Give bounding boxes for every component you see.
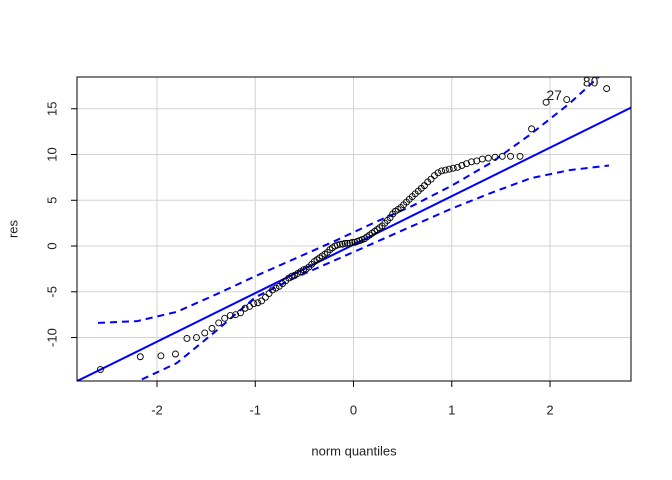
x-axis-label: norm quantiles	[311, 443, 397, 458]
point	[250, 300, 258, 308]
point	[498, 152, 506, 160]
point	[563, 96, 571, 104]
point	[438, 167, 446, 175]
x-tick-label: 1	[448, 402, 455, 417]
point	[463, 160, 470, 168]
point	[136, 353, 144, 361]
y-tick-label: 0	[44, 242, 59, 249]
point	[299, 266, 307, 274]
point	[458, 162, 466, 169]
point	[478, 155, 486, 163]
point	[427, 175, 435, 183]
point	[272, 284, 280, 292]
point	[208, 324, 216, 332]
point	[258, 297, 266, 305]
point	[215, 319, 223, 327]
point	[445, 165, 453, 173]
point	[542, 98, 550, 106]
point	[232, 311, 240, 319]
point	[237, 309, 244, 317]
point-label: 80	[583, 73, 599, 89]
point	[221, 314, 229, 322]
point	[269, 286, 276, 294]
point	[449, 164, 457, 172]
point	[265, 290, 273, 298]
point	[172, 350, 179, 358]
y-tick-label: 10	[44, 147, 59, 161]
y-tick-label: 5	[44, 197, 59, 204]
point	[183, 334, 191, 342]
point	[528, 125, 536, 133]
envelope-upper	[97, 77, 601, 324]
point	[434, 169, 442, 177]
point	[288, 272, 296, 280]
point	[157, 352, 165, 360]
point	[254, 299, 262, 307]
point	[96, 366, 104, 374]
point	[341, 239, 349, 247]
y-tick-label: -10	[44, 328, 59, 347]
x-tick-label: -1	[249, 402, 261, 417]
grid	[77, 77, 631, 381]
point	[241, 304, 249, 312]
point	[467, 158, 475, 166]
point-label: 27	[546, 87, 562, 103]
point	[454, 163, 461, 171]
point	[491, 153, 499, 161]
x-tick-label: 2	[546, 402, 553, 417]
y-axis-label: res	[5, 219, 20, 238]
x-tick-label: 0	[350, 402, 357, 417]
point	[516, 152, 524, 160]
point	[348, 238, 356, 246]
x-tick-label: -2	[151, 402, 163, 417]
point	[603, 85, 611, 93]
y-tick-label: 15	[44, 102, 59, 116]
point	[507, 152, 514, 160]
point	[262, 293, 269, 301]
point	[201, 329, 209, 337]
point	[193, 334, 200, 341]
point	[336, 240, 344, 248]
point	[441, 166, 449, 174]
point	[226, 312, 234, 320]
point	[484, 154, 492, 162]
plot-area	[77, 77, 631, 381]
y-tick-label: -5	[44, 286, 59, 298]
envelope-lower	[136, 164, 610, 381]
point	[343, 239, 351, 247]
